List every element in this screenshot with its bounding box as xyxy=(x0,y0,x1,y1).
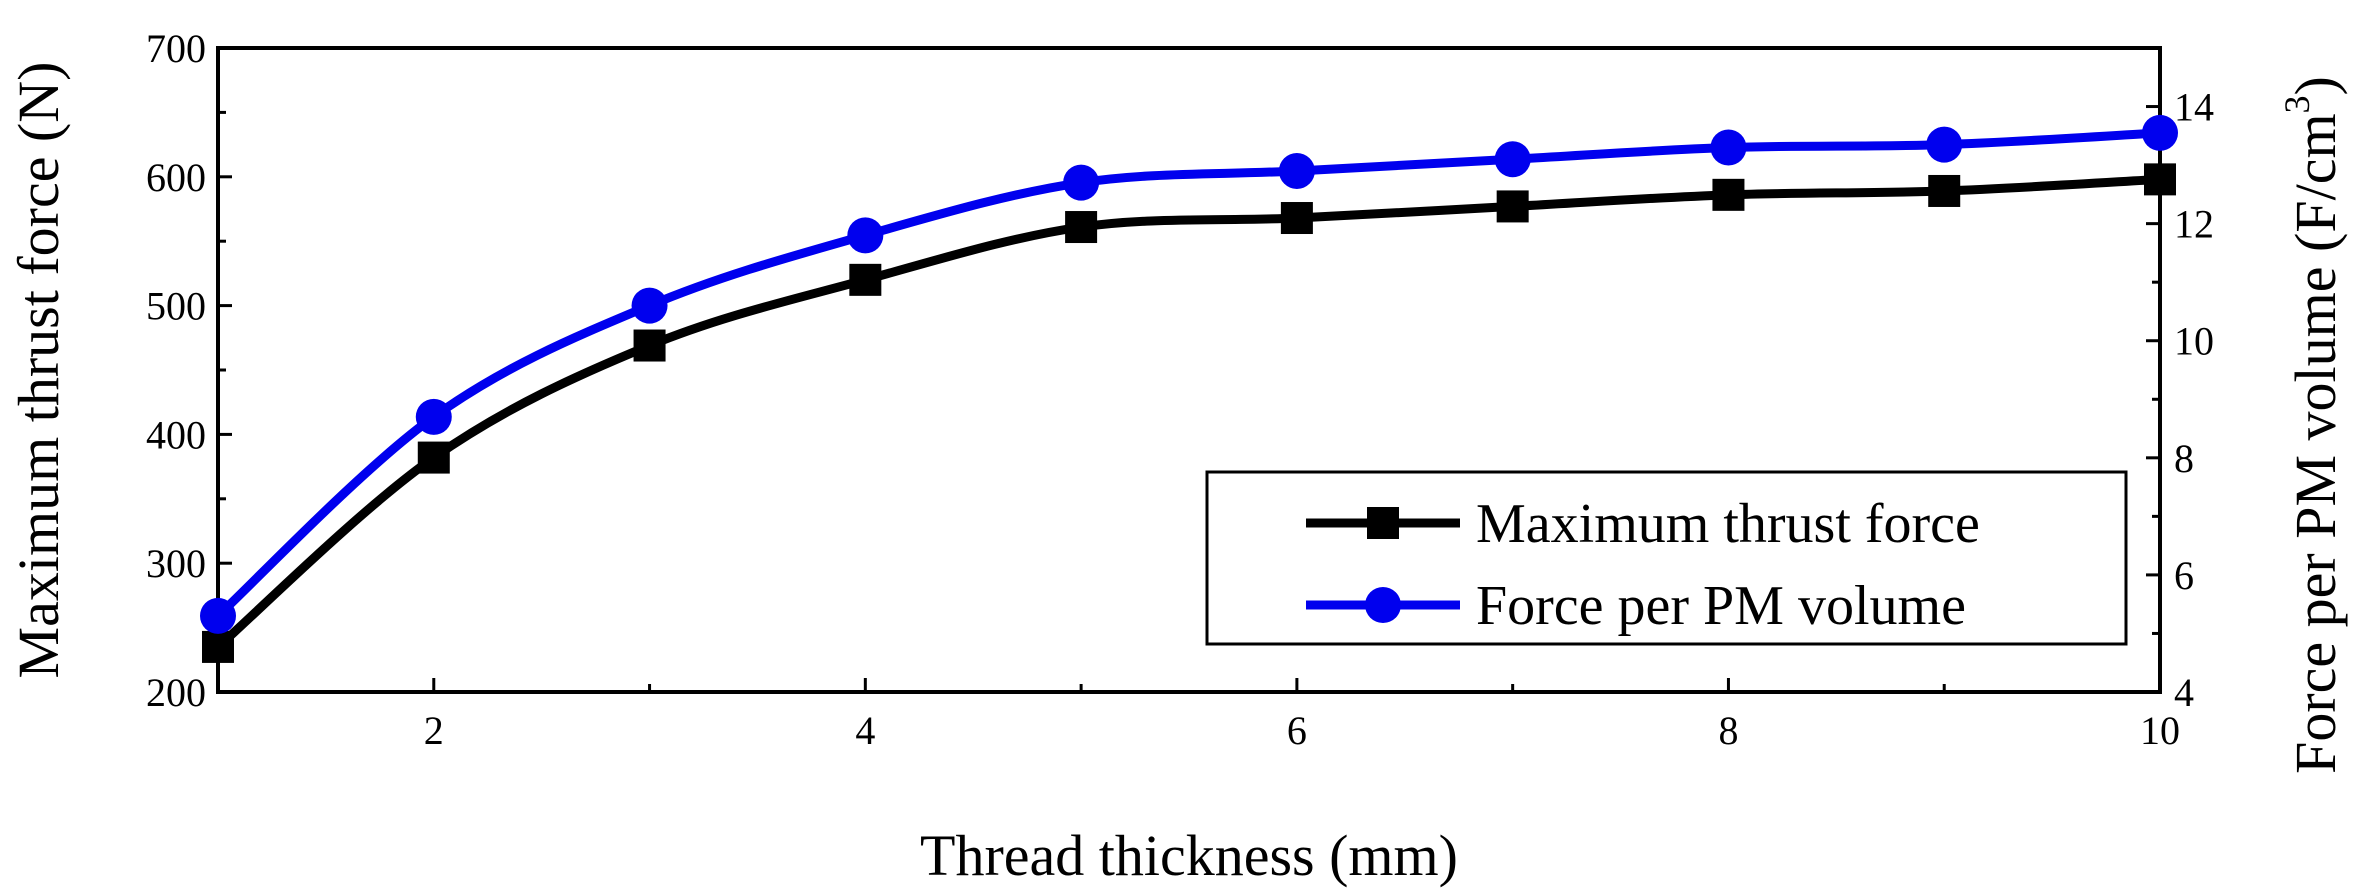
y-left-tick-label: 600 xyxy=(146,155,206,200)
y-right-tick-label: 6 xyxy=(2174,553,2194,598)
data-point-circle xyxy=(1063,164,1100,201)
series-line-0 xyxy=(215,174,2161,651)
data-point-square xyxy=(1928,174,1961,207)
data-point-square xyxy=(1496,190,1529,223)
y-axis-title-right-superscript: 3 xyxy=(2277,95,2317,113)
axis-ticks: 2 4 6 8 10 200 300 400 500 600 700 4 6 8 10 12 14 xyxy=(146,26,2214,753)
y-axis-title-left: Maximum thrust force (N) xyxy=(6,62,71,679)
data-point-square xyxy=(1712,178,1745,211)
data-point-circle xyxy=(2142,114,2178,151)
y-axis-title-right-close: ) xyxy=(2283,76,2348,95)
data-point-square xyxy=(849,263,882,296)
x-tick-label: 2 xyxy=(424,708,444,753)
data-point-square xyxy=(202,630,234,663)
data-point-circle xyxy=(1710,129,1747,166)
data-point-circle xyxy=(200,597,236,634)
y-left-tick-label: 300 xyxy=(146,541,206,586)
y-axis-title-right: Force per PM volume (F/cm3) xyxy=(2277,76,2348,774)
data-point-circle xyxy=(1926,126,1963,163)
y-right-tick-label: 4 xyxy=(2174,670,2194,715)
series-line-1 xyxy=(214,128,2161,620)
x-tick-label: 4 xyxy=(855,708,875,753)
data-point-circle xyxy=(631,287,668,324)
y-right-tick-label: 14 xyxy=(2174,85,2214,130)
series-layer xyxy=(200,114,2178,663)
data-point-square xyxy=(633,329,666,362)
data-point-square xyxy=(417,441,450,474)
x-tick-label: 6 xyxy=(1287,708,1307,753)
x-tick-label: 10 xyxy=(2140,708,2180,753)
x-axis-title: Thread thickness (mm) xyxy=(920,823,1458,888)
y-left-tick-label: 500 xyxy=(146,284,206,329)
data-point-circle xyxy=(1278,152,1315,189)
y-left-tick-label: 700 xyxy=(146,26,206,71)
data-point-square xyxy=(1280,202,1313,235)
data-point-square xyxy=(1065,211,1098,244)
y-right-tick-label: 8 xyxy=(2174,436,2194,481)
legend-label-force: Force per PM volume xyxy=(1476,575,1966,637)
y-right-tick-label: 12 xyxy=(2174,202,2214,247)
y-left-tick-label: 200 xyxy=(146,670,206,715)
data-point-circle xyxy=(415,398,452,435)
data-point-circle xyxy=(847,217,884,254)
legend-label-thrust: Maximum thrust force xyxy=(1476,493,1980,555)
legend: Maximum thrust force Force per PM volume xyxy=(1205,470,2128,646)
data-point-circle xyxy=(1494,141,1531,178)
y-right-tick-label: 10 xyxy=(2174,319,2214,364)
legend-marker-circle xyxy=(1365,587,1401,623)
data-point-square xyxy=(2144,163,2176,196)
legend-box xyxy=(1205,470,2128,646)
y-left-tick-label: 400 xyxy=(146,412,206,457)
legend-marker-square xyxy=(1367,507,1399,539)
x-tick-label: 8 xyxy=(1718,708,1738,753)
y-axis-title-right-main: Force per PM volume (F/cm xyxy=(2283,113,2348,773)
